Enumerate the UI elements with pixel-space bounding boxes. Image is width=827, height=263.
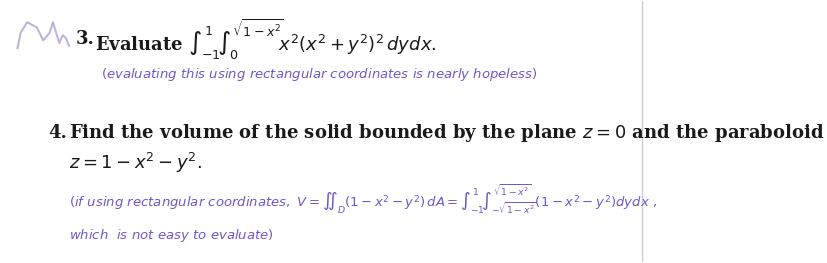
Text: $(if\ using\ rectangular\ coordinates,\ V = \iint_D (1 - x^2 - y^2)\, dA = \int_: $(if\ using\ rectangular\ coordinates,\ …	[69, 182, 657, 216]
Text: $z = 1 - x^2 - y^2.$: $z = 1 - x^2 - y^2.$	[69, 151, 202, 175]
Text: Evaluate $\int_{-1}^{1}\!\int_{0}^{\sqrt{1-x^2}}\! x^2(x^2 + y^2)^2\, dydx.$: Evaluate $\int_{-1}^{1}\!\int_{0}^{\sqrt…	[94, 17, 436, 62]
Text: 4.: 4.	[48, 124, 67, 142]
Text: $(evaluating\ this\ using\ rectangular\ coordinates\ is\ nearly\ hopeless)$: $(evaluating\ this\ using\ rectangular\ …	[101, 66, 538, 83]
Text: $which\ \ is\ not\ easy\ to\ evaluate)$: $which\ \ is\ not\ easy\ to\ evaluate)$	[69, 227, 274, 244]
Text: Find the volume of the solid bounded by the plane $z = 0$ and the paraboloid: Find the volume of the solid bounded by …	[69, 122, 824, 144]
Text: 3.: 3.	[75, 30, 94, 48]
